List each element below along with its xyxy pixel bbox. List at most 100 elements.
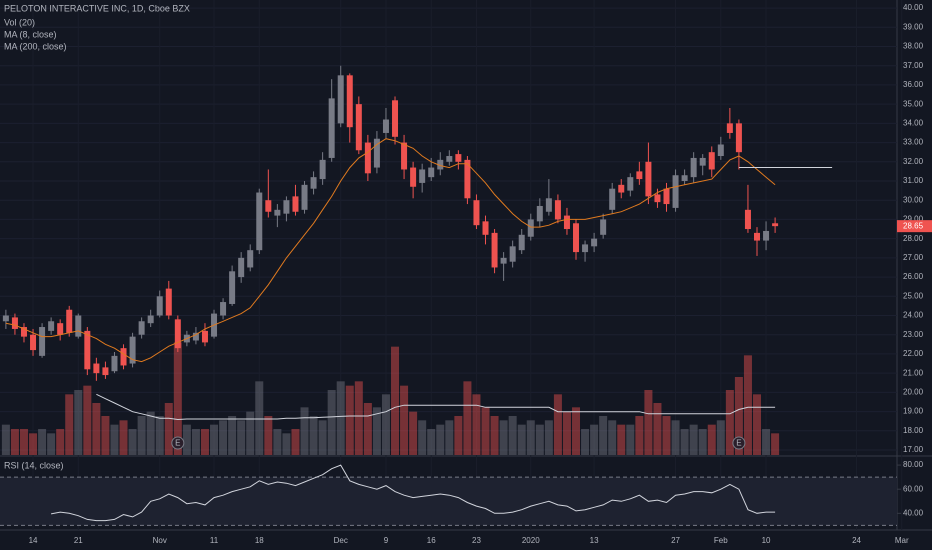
rsi-band bbox=[0, 477, 897, 526]
y-tick-label: 23.00 bbox=[903, 330, 924, 339]
candle-body bbox=[93, 363, 100, 374]
y-tick-label: 20.00 bbox=[903, 387, 924, 396]
candle-body bbox=[545, 198, 552, 212]
candle-body bbox=[464, 159, 471, 199]
volume-bar bbox=[400, 385, 409, 455]
x-tick-label: 27 bbox=[671, 536, 680, 545]
candle-body bbox=[20, 327, 27, 337]
volume-bar bbox=[1, 424, 10, 455]
candle-body bbox=[66, 309, 73, 333]
volume-bar bbox=[517, 424, 526, 455]
volume-bar bbox=[599, 416, 608, 455]
candle-body bbox=[346, 75, 353, 128]
grid bbox=[0, 7, 897, 451]
volume-bar bbox=[282, 433, 291, 455]
candle-body bbox=[229, 271, 236, 304]
candle-body bbox=[772, 223, 779, 227]
volume-bar bbox=[291, 429, 300, 455]
volume-bar bbox=[381, 394, 390, 455]
candle-body bbox=[744, 209, 751, 230]
earnings-marker bbox=[171, 436, 185, 450]
volume-bar bbox=[19, 429, 28, 455]
candle-body bbox=[690, 157, 697, 178]
candle-body bbox=[292, 196, 299, 212]
candle-body bbox=[238, 257, 245, 278]
candle-body bbox=[30, 334, 37, 351]
candle-body bbox=[636, 171, 643, 180]
volume-bar bbox=[29, 433, 38, 455]
volume-bar bbox=[336, 381, 345, 455]
candle-body bbox=[554, 200, 561, 220]
volume-bar bbox=[173, 342, 182, 455]
candle-body bbox=[500, 257, 507, 264]
indicator-label: MA (8, close) bbox=[4, 29, 57, 39]
candle-body bbox=[591, 238, 598, 247]
volume-bar bbox=[734, 377, 743, 455]
y-tick-label: 21.00 bbox=[903, 368, 924, 377]
candle-body bbox=[111, 355, 118, 372]
y-tick-label: 32.00 bbox=[903, 157, 924, 166]
volume-bar bbox=[418, 420, 427, 455]
volume-bar bbox=[445, 420, 454, 455]
y-tick-label: 22.00 bbox=[903, 349, 924, 358]
volume-bar bbox=[372, 407, 381, 455]
candle-body bbox=[536, 205, 543, 222]
volume-bar bbox=[608, 420, 617, 455]
volume-bar bbox=[662, 416, 671, 455]
candle-body bbox=[654, 194, 661, 203]
volume-bar bbox=[273, 429, 282, 455]
x-tick-label: 18 bbox=[255, 536, 264, 545]
volume-bar bbox=[155, 416, 164, 455]
rsi-line bbox=[51, 464, 776, 522]
volume-bar bbox=[200, 429, 209, 455]
candle-body bbox=[735, 123, 742, 153]
candle-body bbox=[437, 159, 444, 170]
rsi-tick-label: 60.00 bbox=[903, 484, 924, 493]
volume-bar bbox=[644, 390, 653, 455]
rsi-tick-label: 80.00 bbox=[903, 460, 924, 469]
candle-body bbox=[247, 250, 254, 268]
candle-body bbox=[392, 100, 399, 137]
volume-bar bbox=[707, 424, 716, 455]
volume-bar bbox=[725, 390, 734, 455]
candle-body bbox=[717, 144, 724, 157]
candle-body bbox=[165, 288, 172, 316]
volume-bar bbox=[617, 424, 626, 455]
volume-bar bbox=[137, 416, 146, 455]
x-tick-label: 10 bbox=[762, 536, 771, 545]
x-tick-label: 9 bbox=[384, 536, 389, 545]
rsi-tick-label: 40.00 bbox=[903, 508, 924, 517]
volume-bar bbox=[219, 420, 228, 455]
candle-body bbox=[645, 161, 652, 197]
last-price-box bbox=[897, 220, 932, 233]
volume-bar bbox=[101, 416, 110, 455]
volume-bar bbox=[110, 424, 119, 455]
volume-bar bbox=[463, 381, 472, 455]
volume-bar bbox=[300, 407, 309, 455]
y-tick-label: 18.00 bbox=[903, 426, 924, 435]
candle-body bbox=[301, 184, 308, 210]
y-tick-label: 26.00 bbox=[903, 272, 924, 281]
candle-body bbox=[672, 175, 679, 208]
candle-body bbox=[726, 123, 733, 133]
volume-bar bbox=[472, 394, 481, 455]
candle-body bbox=[328, 98, 335, 158]
volume-bar bbox=[354, 381, 363, 455]
candle-body bbox=[220, 302, 227, 316]
volume-bar bbox=[92, 403, 101, 455]
y-tick-label: 35.00 bbox=[903, 99, 924, 108]
candle-body bbox=[283, 200, 290, 214]
volume-bar bbox=[164, 403, 173, 455]
x-tick-label: Dec bbox=[334, 536, 348, 545]
volume-bar bbox=[526, 420, 535, 455]
candle-body bbox=[11, 317, 18, 329]
volume-bar bbox=[490, 416, 499, 455]
candle-body bbox=[699, 157, 706, 166]
volume-bar bbox=[626, 424, 635, 455]
candle-body bbox=[84, 330, 91, 370]
volume-bar bbox=[572, 407, 581, 455]
x-tick-label: 23 bbox=[472, 536, 481, 545]
candle-body bbox=[509, 246, 516, 262]
candle-body bbox=[446, 156, 453, 162]
